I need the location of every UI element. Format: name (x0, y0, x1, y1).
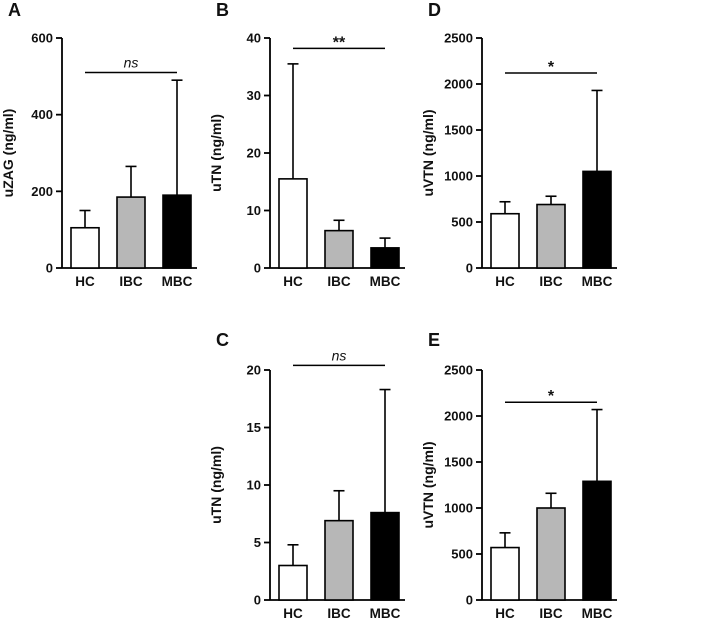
category-label: MBC (582, 606, 613, 621)
y-tick-label: 1500 (444, 455, 473, 470)
panel-label-c: C (216, 330, 229, 350)
category-label: IBC (539, 606, 563, 621)
category-label: MBC (370, 274, 401, 289)
category-label: HC (75, 274, 95, 289)
y-tick-label: 2500 (444, 31, 473, 46)
y-tick-label: 0 (46, 261, 53, 276)
bar-chart-utn-bottom: 0 5 10 15 20 uTN (ng/ml) HC IBC MBC ns (208, 347, 405, 621)
bar-hc (490, 546, 520, 601)
y-tick-label: 1000 (444, 169, 473, 184)
y-tick-label: 600 (31, 31, 53, 46)
y-tick-label: 20 (247, 146, 261, 161)
panel-label-d: D (428, 0, 441, 20)
y-tick-label: 5 (254, 535, 261, 550)
y-axis-label: uVTN (ng/ml) (420, 441, 436, 528)
y-tick-label: 400 (31, 107, 53, 122)
category-label: MBC (162, 274, 193, 289)
panel-label-e: E (428, 330, 441, 350)
panel-a: A 0 200 400 600 uZAG (ng/ml) HC IBC MBC ns (0, 0, 208, 314)
bar-mbc (370, 511, 400, 601)
y-tick-label: 200 (31, 184, 53, 199)
bar-chart-utn-top: 0 10 20 30 40 uTN (ng/ml) HC IBC MBC ** (208, 31, 405, 289)
category-label: IBC (539, 274, 563, 289)
category-label: HC (495, 274, 515, 289)
bar-chart-uvtn-bottom: 0 500 1000 1500 2000 2500 uVTN (ng/ml) HC IBC MBC… (420, 363, 617, 621)
panel-label-a: A (8, 0, 21, 20)
significance-label: ns (124, 55, 139, 71)
panel-e: E 0 500 1000 1500 2000 2500 uVTN (ng/ml) HC IBC M… (420, 314, 708, 628)
significance-label: * (548, 59, 555, 76)
bar-chart-uvtn-top: 0 500 1000 1500 2000 2500 uVTN (ng/ml) HC IBC MBC… (420, 31, 617, 289)
y-axis-label: uZAG (ng/ml) (0, 109, 16, 198)
y-tick-label: 15 (247, 420, 261, 435)
y-tick-label: 2500 (444, 363, 473, 378)
bar-ibc (116, 196, 146, 269)
y-tick-label: 30 (247, 88, 261, 103)
category-label: IBC (327, 606, 351, 621)
bar-ibc (324, 229, 354, 269)
category-label: IBC (119, 274, 143, 289)
y-tick-label: 40 (247, 31, 261, 46)
y-axis-label: uTN (ng/ml) (208, 446, 224, 524)
bar-hc (278, 564, 308, 601)
bar-hc (70, 226, 100, 269)
bar-ibc (324, 519, 354, 601)
bar-mbc (162, 194, 192, 269)
significance-label: ** (333, 34, 346, 51)
category-label: MBC (582, 274, 613, 289)
y-tick-label: 2000 (444, 77, 473, 92)
significance-label: * (548, 388, 555, 405)
y-tick-label: 0 (466, 261, 473, 276)
bar-mbc (582, 480, 612, 601)
y-tick-label: 2000 (444, 409, 473, 424)
y-tick-label: 20 (247, 363, 261, 378)
y-tick-label: 0 (254, 261, 261, 276)
y-tick-label: 0 (466, 593, 473, 608)
significance-label: ns (332, 347, 347, 363)
category-label: MBC (370, 606, 401, 621)
panel-label-b: B (216, 0, 229, 20)
bar-ibc (536, 507, 566, 601)
category-label: HC (495, 606, 515, 621)
panel-b: B 0 10 20 30 40 uTN (ng/ml) HC IBC MBC ** (208, 0, 420, 314)
bar-hc (490, 212, 520, 269)
category-label: HC (283, 274, 303, 289)
panel-d: D 0 500 1000 1500 2000 2500 uVTN (ng/ml) HC IBC M… (420, 0, 708, 314)
panel-empty (0, 314, 208, 628)
bar-mbc (582, 170, 612, 269)
y-tick-label: 10 (247, 203, 261, 218)
bar-ibc (536, 203, 566, 269)
y-tick-label: 500 (451, 215, 473, 230)
y-tick-label: 0 (254, 593, 261, 608)
category-label: IBC (327, 274, 351, 289)
y-tick-label: 1500 (444, 123, 473, 138)
bar-mbc (370, 247, 400, 269)
category-label: HC (283, 606, 303, 621)
y-axis-label: uTN (ng/ml) (208, 114, 224, 192)
bar-hc (278, 178, 308, 269)
y-tick-label: 10 (247, 478, 261, 493)
y-tick-label: 500 (451, 547, 473, 562)
y-axis-label: uVTN (ng/ml) (420, 109, 436, 196)
y-tick-label: 1000 (444, 501, 473, 516)
bar-chart-uzag: 0 200 400 600 uZAG (ng/ml) HC IBC MBC ns (0, 31, 197, 289)
panel-c: C 0 5 10 15 20 uTN (ng/ml) HC IBC MBC ns (208, 314, 420, 628)
